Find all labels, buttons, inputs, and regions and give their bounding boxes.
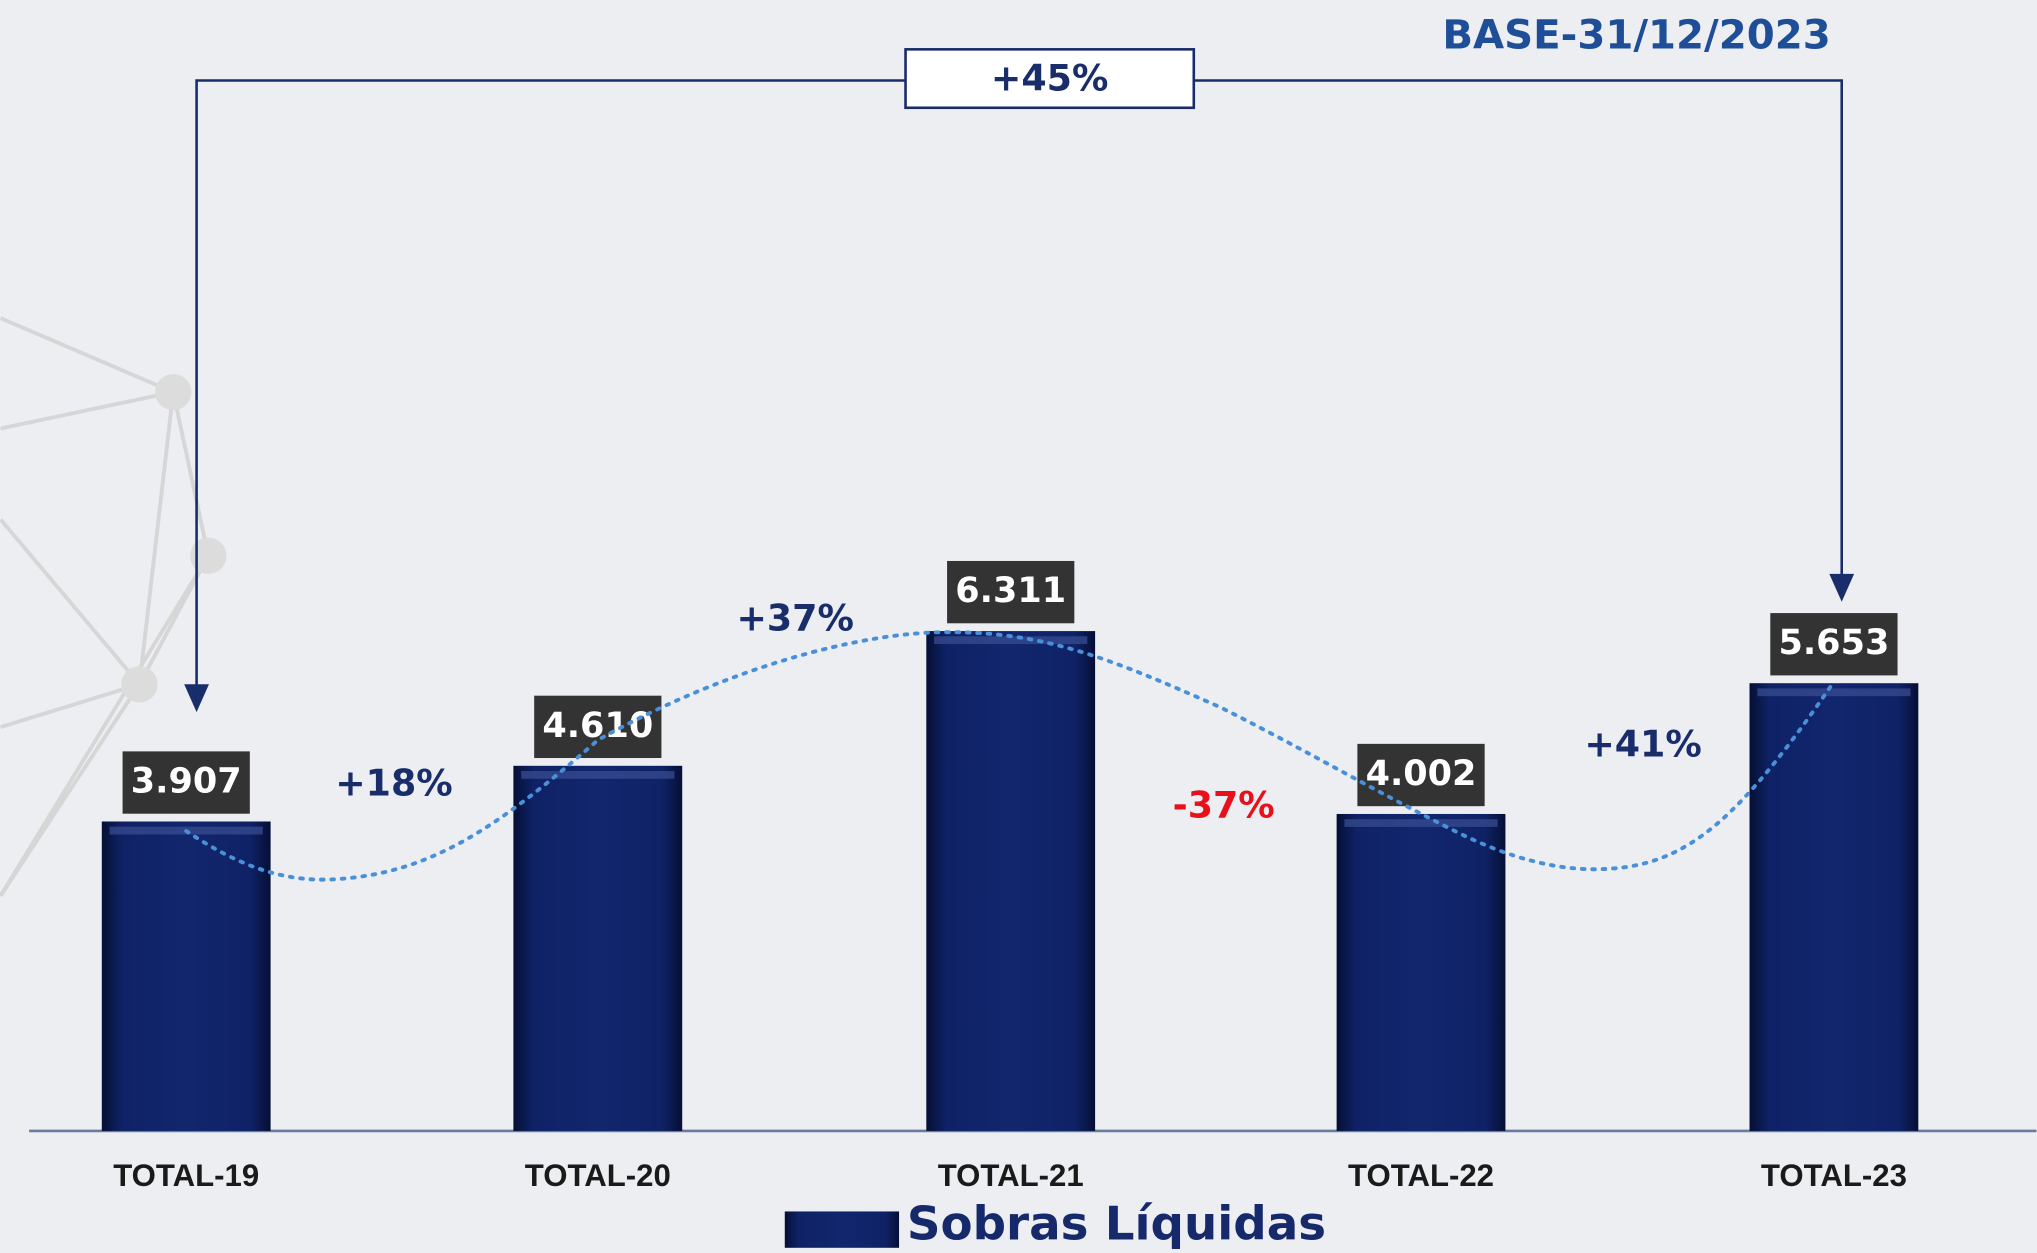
x-tick-label: TOTAL-19 (113, 1158, 259, 1193)
bar-highlight (521, 771, 675, 779)
value-label: 4.610 (542, 705, 653, 746)
bar-highlight (934, 636, 1088, 645)
bar (1749, 683, 1919, 1131)
legend-swatch (784, 1211, 900, 1248)
value-label: 5.653 (1778, 622, 1889, 663)
value-label: 4.002 (1366, 753, 1477, 794)
x-tick-label: TOTAL-21 (938, 1158, 1084, 1193)
x-tick-label: TOTAL-23 (1761, 1158, 1907, 1193)
value-label-box (122, 751, 250, 814)
bar-highlight (1757, 688, 1911, 697)
x-tick-label: TOTAL-20 (525, 1158, 671, 1193)
annotation: -37% (1173, 784, 1275, 827)
value-label: 6.311 (955, 570, 1066, 611)
trend-line (184, 630, 1836, 882)
bar-highlight (1344, 819, 1498, 827)
value-label-box (534, 695, 662, 759)
bar (101, 821, 271, 1131)
annotation-box (904, 48, 1196, 110)
bar (513, 765, 683, 1131)
annotation: +18% (335, 762, 452, 805)
annotation: +37% (736, 597, 853, 640)
value-label-box (1770, 613, 1898, 676)
x-tick-label: TOTAL-22 (1348, 1158, 1494, 1193)
value-label-box (947, 560, 1075, 624)
bars: 3.907 TOTAL-19 4.610 TOTAL-20 6.311 TOTAL-21 4… (101, 560, 1919, 1193)
annotation: +41% (1584, 723, 1701, 766)
bar (1336, 813, 1506, 1131)
legend-label: Sobras Líquidas (907, 1198, 1326, 1252)
value-label-box (1357, 743, 1485, 807)
bracket (184, 79, 1855, 713)
subtitle: BASE-31/12/2023 (1442, 13, 1830, 59)
annotation: +45% (991, 57, 1108, 100)
background-network (0, 316, 227, 897)
value-label: 3.907 (131, 761, 242, 802)
bar (926, 631, 1096, 1131)
